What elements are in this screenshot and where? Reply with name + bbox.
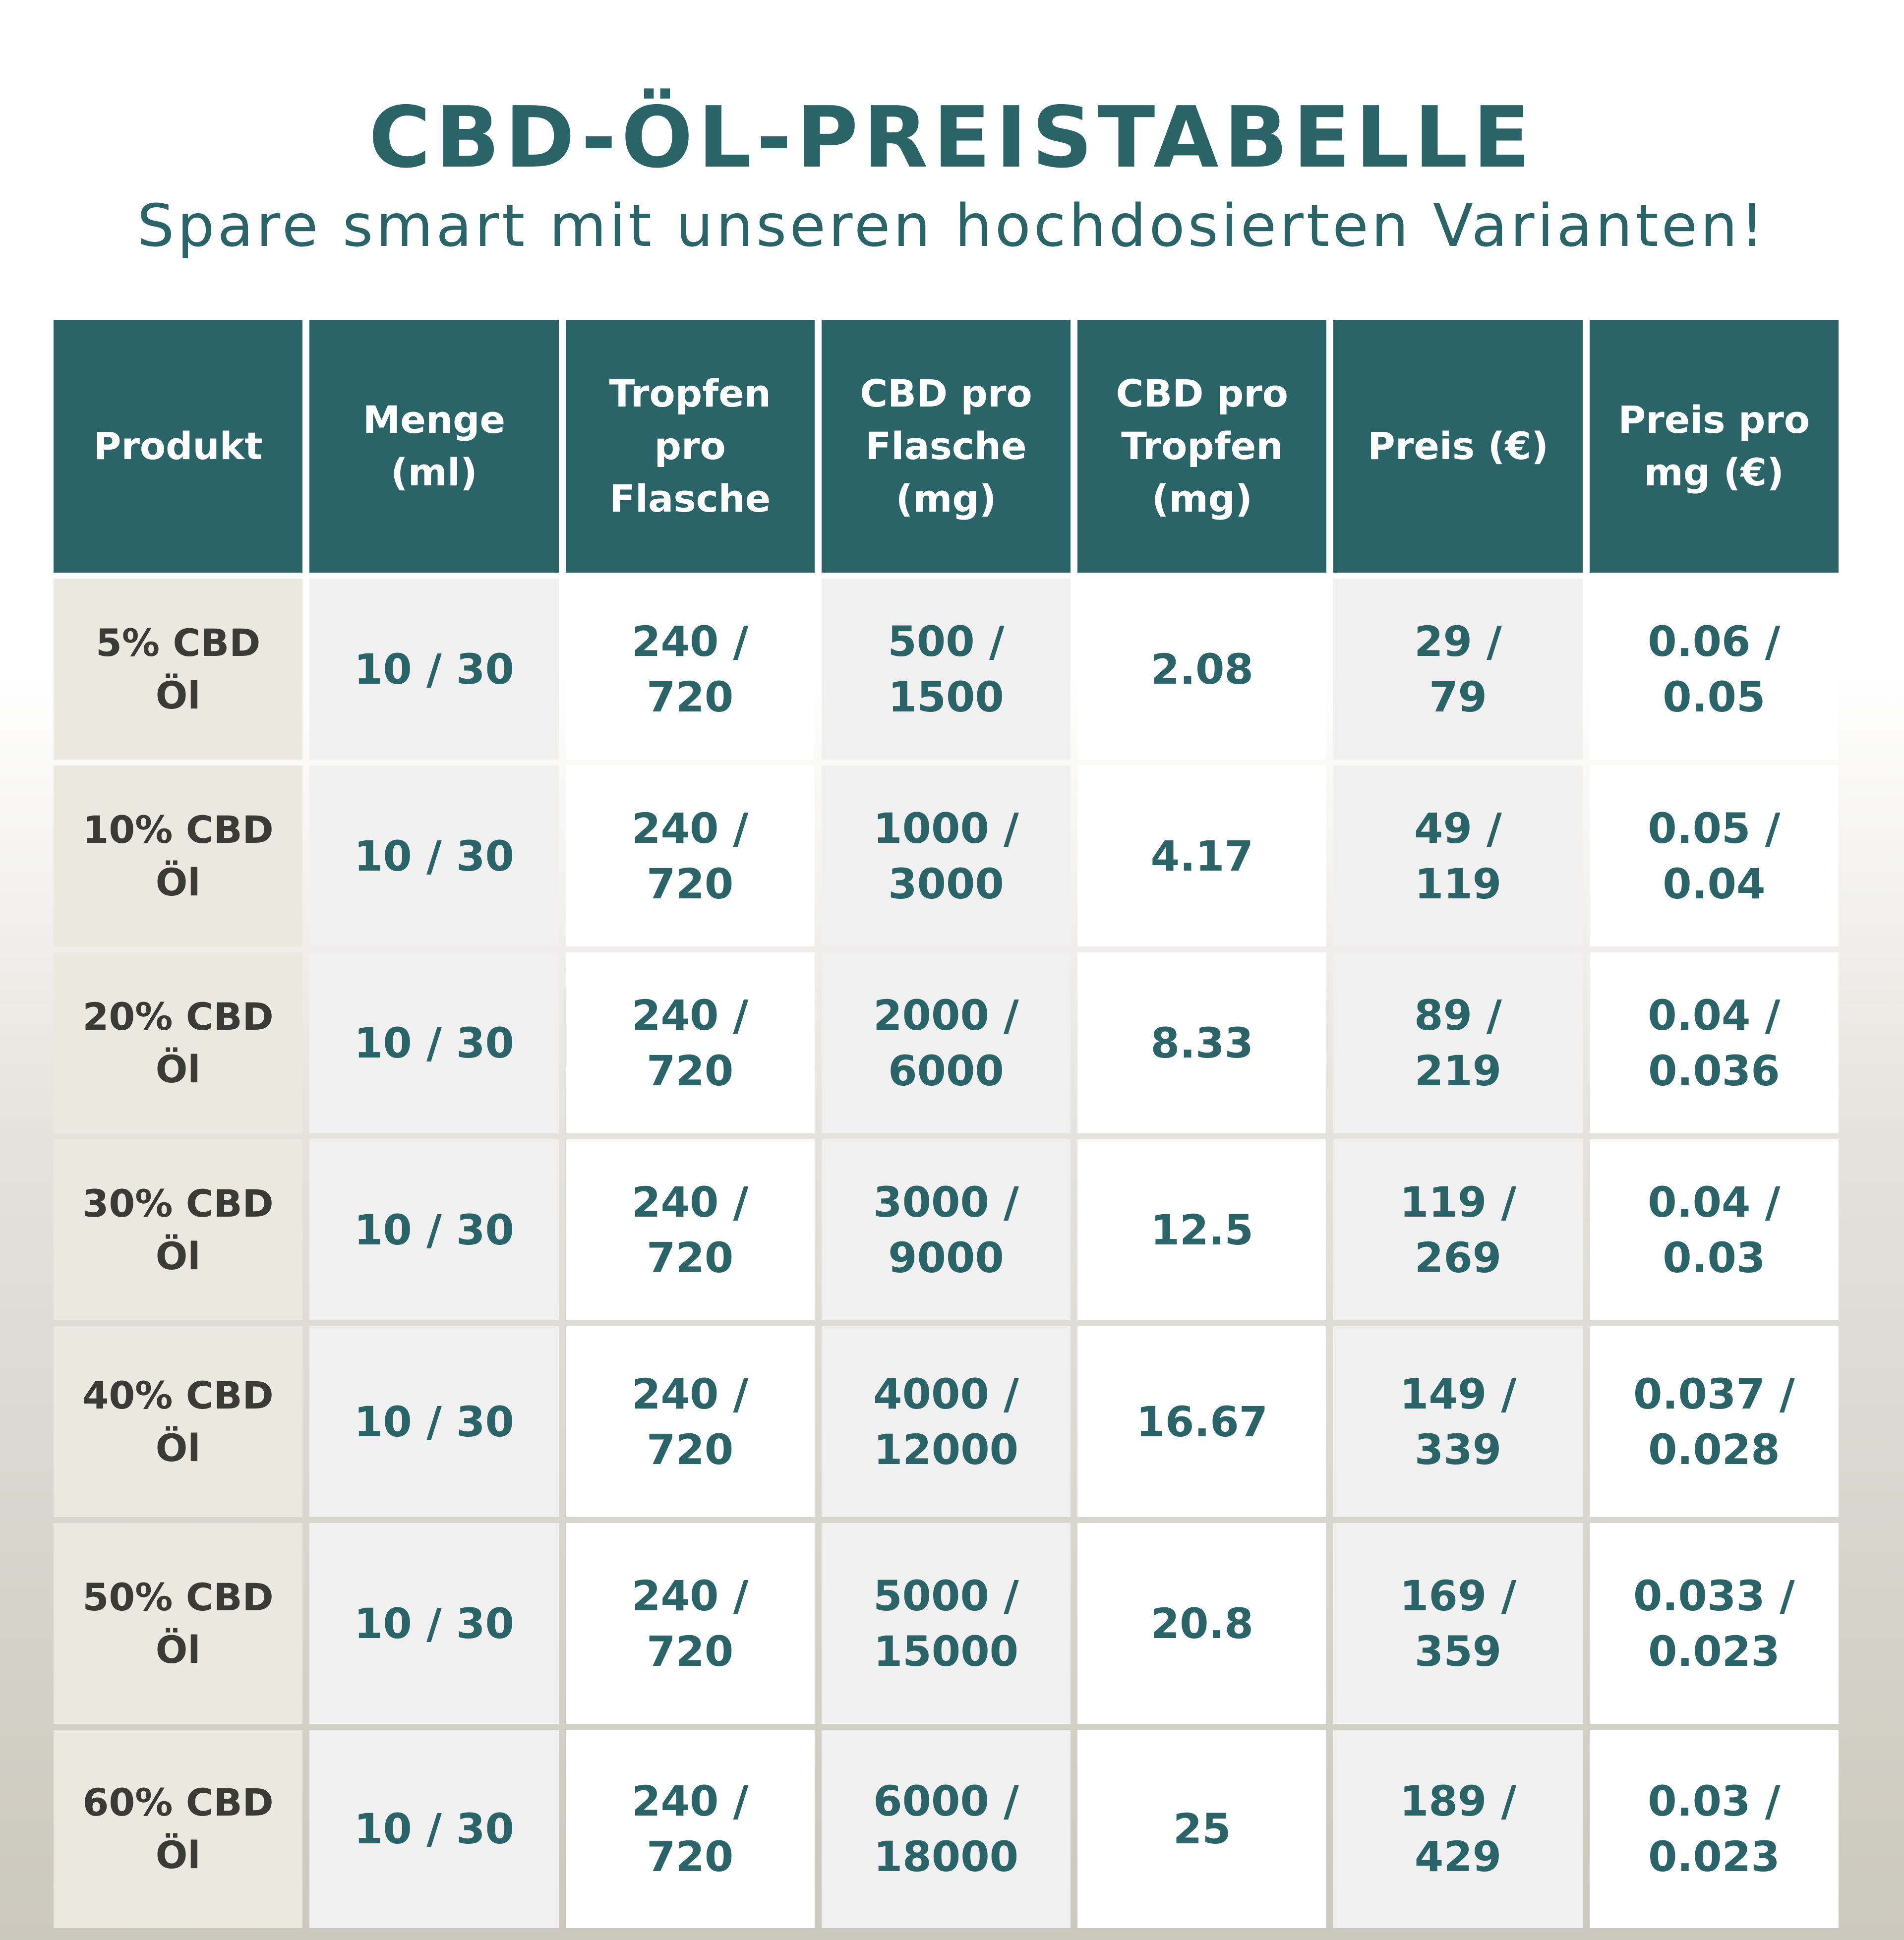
table-cell: 119 / 269: [1333, 1139, 1583, 1320]
table-cell: 49 / 119: [1333, 765, 1583, 946]
table-cell: 240 / 720: [565, 1523, 815, 1724]
table-cell: 0.04 / 0.03: [1589, 1139, 1839, 1320]
table-cell: 240 / 720: [565, 579, 815, 760]
column-header-1: Menge (ml): [309, 320, 559, 573]
table-cell: 0.033 / 0.023: [1589, 1523, 1839, 1724]
table-cell: 10 / 30: [309, 1139, 559, 1320]
table-cell: 8.33: [1077, 952, 1327, 1133]
table-cell: 240 / 720: [565, 1139, 815, 1320]
table-cell: 10 / 30: [309, 952, 559, 1133]
page-title: CBD-ÖL-PREISTABELLE: [368, 89, 1536, 187]
table-cell: 0.04 / 0.036: [1589, 952, 1839, 1133]
table-cell: 16.67: [1077, 1326, 1327, 1517]
table-cell: 89 / 219: [1333, 952, 1583, 1133]
column-header-2: Tropfen pro Flasche: [565, 320, 815, 573]
table-cell: 149 / 339: [1333, 1326, 1583, 1517]
table-cell: 4.17: [1077, 765, 1327, 946]
table-cell: 12.5: [1077, 1139, 1327, 1320]
table-cell: 5000 / 15000: [821, 1523, 1071, 1724]
table-cell: 2.08: [1077, 579, 1327, 760]
table-cell: 10 / 30: [309, 1326, 559, 1517]
column-header-5: Preis (€): [1333, 320, 1583, 573]
table-cell: 3000 / 9000: [821, 1139, 1071, 1320]
column-header-0: Produkt: [54, 320, 303, 573]
table-cell: 240 / 720: [565, 1730, 815, 1928]
table-cell: 0.037 / 0.028: [1589, 1326, 1839, 1517]
table-cell: 10 / 30: [309, 765, 559, 946]
table-cell: 25: [1077, 1730, 1327, 1928]
table-cell: 29 / 79: [1333, 579, 1583, 760]
table-cell: 4000 / 12000: [821, 1326, 1071, 1517]
table-cell: 1000 / 3000: [821, 765, 1071, 946]
product-cell: 10% CBD Öl: [54, 765, 303, 946]
table-cell: 189 / 429: [1333, 1730, 1583, 1928]
table-cell: 500 / 1500: [821, 579, 1071, 760]
table-cell: 169 / 359: [1333, 1523, 1583, 1724]
product-cell: 60% CBD Öl: [54, 1730, 303, 1928]
column-header-3: CBD pro Flasche (mg): [821, 320, 1071, 573]
product-cell: 50% CBD Öl: [54, 1523, 303, 1724]
table-cell: 10 / 30: [309, 579, 559, 760]
product-cell: 40% CBD Öl: [54, 1326, 303, 1517]
product-cell: 20% CBD Öl: [54, 952, 303, 1133]
table-cell: 240 / 720: [565, 952, 815, 1133]
table-cell: 10 / 30: [309, 1730, 559, 1928]
product-cell: 30% CBD Öl: [54, 1139, 303, 1320]
price-table: Produkt Menge (ml) Tropfen pro Flasche CBD …: [54, 320, 1839, 1928]
table-cell: 0.03 / 0.023: [1589, 1730, 1839, 1928]
table-cell: 10 / 30: [309, 1523, 559, 1724]
column-header-4: CBD pro Tropfen (mg): [1077, 320, 1327, 573]
table-cell: 240 / 720: [565, 1326, 815, 1517]
column-header-6: Preis pro mg (€): [1589, 320, 1839, 573]
table-cell: 20.8: [1077, 1523, 1327, 1724]
table-cell: 0.05 / 0.04: [1589, 765, 1839, 946]
table-cell: 2000 / 6000: [821, 952, 1071, 1133]
page-subtitle: Spare smart mit unseren hochdosierten Va…: [137, 191, 1767, 260]
product-cell: 5% CBD Öl: [54, 579, 303, 760]
table-cell: 0.06 / 0.05: [1589, 579, 1839, 760]
table-cell: 6000 / 18000: [821, 1730, 1071, 1928]
table-cell: 240 / 720: [565, 765, 815, 946]
